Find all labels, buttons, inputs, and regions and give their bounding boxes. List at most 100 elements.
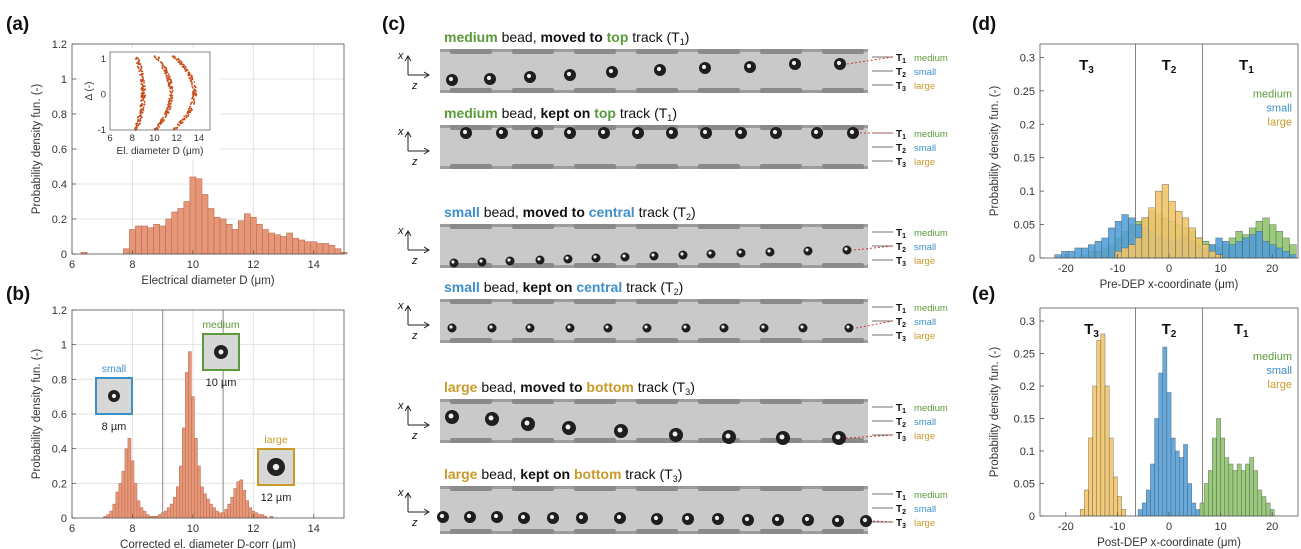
histogram-bar: [207, 208, 215, 255]
bar-large: [1117, 496, 1122, 517]
electrode: [822, 263, 864, 268]
bead-highlight: [549, 514, 555, 520]
scatter-point: [169, 81, 172, 84]
bead-thumbnail-medium: [202, 333, 240, 371]
row-title: large bead, moved to bottom track (T3): [444, 379, 695, 397]
histogram-bar: [236, 481, 240, 519]
scatter-point: [193, 85, 196, 88]
bead-highlight: [708, 251, 712, 255]
scatter-point: [186, 110, 189, 113]
bead-highlight: [651, 253, 655, 257]
y-tick-label: 0.6: [52, 144, 67, 156]
track-subscript: 3: [902, 162, 906, 169]
bar-small: [1166, 392, 1172, 517]
scatter-point: [163, 69, 165, 72]
histogram-bar: [177, 208, 185, 255]
electrode: [698, 88, 740, 93]
bead-highlight: [466, 513, 472, 519]
title-part: kept on: [520, 466, 570, 482]
y-axis-label: Probability density fun. (-): [31, 349, 43, 480]
axis-x-label: x: [397, 487, 404, 499]
x-tick-label: 12: [247, 259, 259, 271]
bar-small: [1158, 372, 1164, 517]
histogram-bar: [191, 396, 195, 519]
histogram-bar: [237, 220, 245, 255]
scatter-point: [165, 115, 167, 118]
electrode: [760, 299, 802, 304]
scatter-point: [166, 79, 169, 82]
arrowhead: [404, 55, 412, 62]
legend-large: large: [1268, 117, 1292, 129]
scatter-point: [135, 125, 138, 128]
bar-small: [1162, 346, 1168, 517]
electrode: [822, 529, 864, 534]
bar-large: [1121, 247, 1129, 259]
track-label-2: T2: [896, 317, 906, 329]
axis-x-label: x: [397, 126, 404, 138]
electrode: [822, 164, 864, 169]
row-title: large bead, kept on bottom track (T3): [444, 466, 682, 484]
histogram-bar: [274, 234, 281, 255]
scatter-point: [179, 63, 182, 66]
bar-small: [1228, 244, 1237, 259]
x-axis-label: Electrical diameter D (μm): [141, 275, 274, 287]
histogram-bar: [218, 512, 222, 519]
row-title: medium bead, kept on top track (T1): [444, 105, 677, 123]
track-class-medium: medium: [914, 403, 948, 414]
panel-label-e: (e): [972, 284, 995, 305]
track-letter: T: [896, 331, 902, 342]
bead-highlight: [849, 129, 855, 135]
bar-medium: [1265, 502, 1271, 517]
bar-large: [1084, 489, 1089, 517]
electrode: [512, 164, 554, 169]
bar-small: [1187, 483, 1192, 517]
scatter-point: [140, 70, 143, 73]
electrode: [636, 164, 678, 169]
bar-medium: [1236, 463, 1242, 517]
x-axis-label: Pre-DEP x-coordinate (μm): [1100, 279, 1239, 291]
bead-highlight: [738, 250, 742, 254]
y-tick-label: 0: [101, 90, 106, 101]
scatter-point: [139, 63, 142, 65]
track-subscript: 1: [902, 134, 906, 141]
bead-highlight: [566, 129, 572, 135]
bead-highlight: [813, 129, 819, 135]
histogram-bar: [254, 512, 259, 519]
y-tick-label: 0: [61, 249, 67, 261]
bar-large: [1208, 251, 1216, 259]
scatter-point: [183, 68, 186, 70]
electrode: [760, 88, 802, 93]
electrode: [636, 224, 678, 229]
bar-medium: [1203, 483, 1209, 517]
title-subscript: 3: [685, 387, 690, 397]
track-letter: T: [896, 157, 902, 168]
bead-highlight: [656, 66, 662, 72]
bar-medium: [1216, 418, 1221, 517]
region-subscript: 1: [1243, 329, 1249, 340]
y-tick-label: 0.2: [52, 478, 67, 490]
bead-highlight: [701, 64, 707, 70]
track-subscript: 1: [902, 58, 906, 65]
scatter-point: [180, 122, 183, 125]
inset-background: [80, 48, 220, 160]
track-subscript: 1: [902, 408, 906, 415]
histogram-bar: [257, 514, 262, 519]
histogram-bar: [141, 225, 148, 255]
scatter-point: [192, 99, 195, 101]
chart-b: 6 8 10 12 14 0 0.2 0.4 0.6 0.8 1 1.2 Corrected el. d…: [31, 305, 345, 549]
x-tick-label: 6: [107, 133, 112, 144]
scatter-point: [161, 118, 164, 121]
legend-small: small: [1266, 103, 1292, 115]
title-subscript: 2: [674, 287, 679, 297]
scatter-point: [188, 71, 190, 74]
bar-medium: [1261, 496, 1267, 517]
scatter-point: [140, 88, 143, 91]
bar-small: [1183, 444, 1188, 517]
electrode: [512, 338, 554, 343]
bead-highlight: [439, 513, 445, 519]
electrode: [450, 486, 492, 491]
electrode: [574, 399, 616, 404]
bar-medium: [1228, 463, 1234, 517]
row-title: small bead, moved to central track (T2): [444, 204, 696, 222]
scatter-point: [169, 91, 172, 93]
